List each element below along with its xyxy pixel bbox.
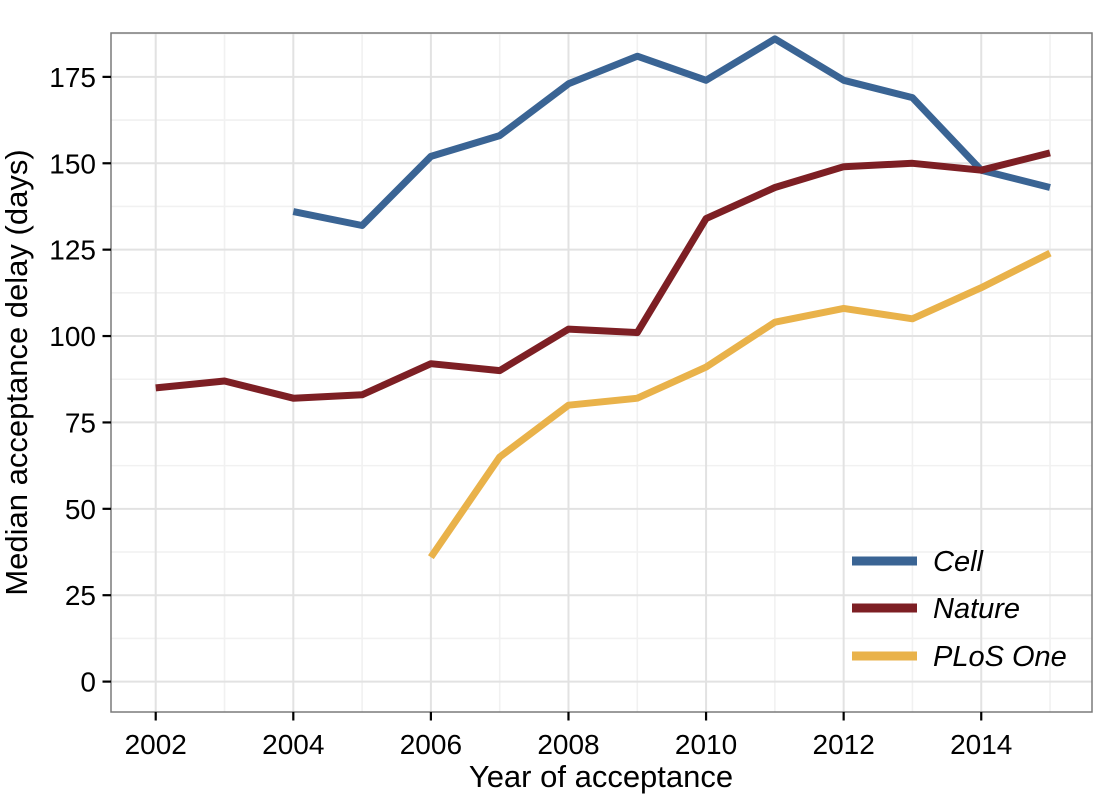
y-tick-label: 50: [65, 494, 96, 525]
y-tick-label: 150: [49, 148, 96, 179]
x-tick-label: 2010: [675, 729, 737, 760]
legend-label-cell: Cell: [933, 546, 985, 578]
legend-swatch-nature: [852, 603, 917, 613]
legend-swatch-plos-one: [852, 651, 917, 661]
x-tick-label: 2006: [400, 729, 462, 760]
x-tick-label: 2008: [537, 729, 599, 760]
tick-labels: 2002 2004 2006 2008 2010 2012 2014 0 25 50 75 100 12…: [49, 62, 1012, 760]
x-tick-label: 2002: [125, 729, 187, 760]
y-axis-title: Median acceptance delay (days): [0, 149, 34, 595]
plot-panel-border: [110, 32, 1093, 713]
series-line-nature: [155, 149, 1051, 402]
y-tick-label: 25: [65, 580, 96, 611]
y-tick-label: 175: [49, 62, 96, 93]
x-axis-title: Year of acceptance: [469, 759, 733, 794]
y-tick-label: 75: [65, 407, 96, 438]
series-line-cell: [292, 35, 1051, 229]
legend: Cell Nature PLoS One: [852, 546, 1067, 673]
y-tick-label: 100: [49, 321, 96, 352]
y-tick-label: 0: [80, 667, 96, 698]
y-tick-label: 125: [49, 235, 96, 266]
x-tick-label: 2014: [950, 729, 1012, 760]
legend-swatch-cell: [852, 556, 917, 566]
legend-label-plos-one: PLoS One: [933, 641, 1067, 673]
x-tick-label: 2004: [262, 729, 324, 760]
x-tick-label: 2012: [813, 729, 875, 760]
axis-ticks: [102, 75, 983, 721]
series-lines: [155, 35, 1052, 560]
minor-gridlines: [111, 32, 1092, 712]
series-line-plos-one: [428, 249, 1052, 560]
legend-label-nature: Nature: [933, 593, 1020, 625]
